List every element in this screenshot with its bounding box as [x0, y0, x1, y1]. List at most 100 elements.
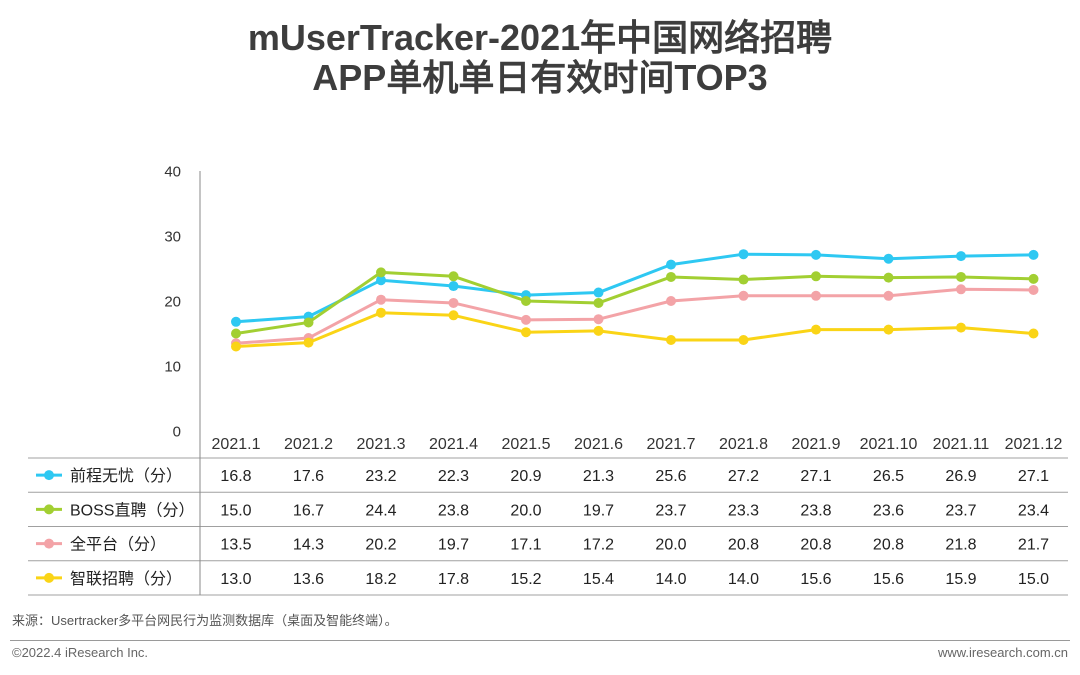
data-point	[448, 271, 459, 282]
x-category-label: 2021.5	[502, 436, 551, 453]
y-tick-label: 10	[164, 359, 181, 376]
data-point	[593, 287, 604, 298]
data-point	[666, 259, 676, 270]
data-point	[231, 341, 241, 352]
table-value-cell: 23.3	[728, 502, 759, 519]
table-value-cell: 17.2	[583, 537, 614, 554]
table-value-cell: 24.4	[365, 502, 396, 519]
series-4	[231, 307, 1039, 352]
table-value-cell: 27.1	[800, 468, 831, 485]
series-1	[231, 249, 1039, 327]
data-point	[956, 322, 966, 333]
data-point	[883, 290, 894, 301]
table-row: 前程无忧（分） 16.8 17.6 23.2 22.3 20.9 21.3 25.6 27.2 2…	[36, 467, 1049, 485]
series-line	[234, 252, 1035, 324]
table-value-cell: 14.0	[655, 571, 686, 588]
data-point	[593, 325, 604, 336]
x-axis-categories: 2021.1 2021.2 2021.3 2021.4 2021.5 2021.6 2021…	[212, 436, 1063, 453]
y-tick-label: 0	[173, 424, 181, 441]
data-point	[666, 296, 676, 306]
data-point	[956, 271, 966, 282]
table-value-cell: 15.6	[873, 571, 904, 588]
table-value-cell: 20.0	[510, 502, 541, 519]
data-point	[376, 267, 386, 278]
data-point	[883, 324, 894, 335]
table-value-cell: 25.6	[655, 468, 686, 485]
table-value-cell: 26.5	[873, 468, 904, 485]
legend-label: 智联招聘（分）	[70, 570, 182, 588]
data-point	[376, 275, 386, 286]
chart-title-line-1: mUserTracker-2021年中国网络招聘	[247, 17, 833, 58]
table-value-cell: 23.8	[800, 502, 831, 519]
x-category-label: 2021.12	[1005, 436, 1063, 453]
data-point	[811, 290, 821, 301]
table-value-cell: 15.4	[583, 571, 614, 588]
data-point	[666, 335, 676, 345]
table-value-cell: 17.1	[510, 537, 541, 554]
data-point	[593, 314, 604, 325]
legend-marker-dot	[44, 572, 54, 583]
table-value-cell: 20.8	[728, 537, 759, 554]
data-point	[956, 284, 966, 295]
table-value-cell: 19.7	[438, 537, 469, 554]
data-point	[521, 314, 531, 325]
table-value-cell: 23.6	[873, 502, 904, 519]
table-value-cell: 15.6	[800, 571, 831, 588]
table-value-cell: 17.8	[438, 571, 469, 588]
data-point	[666, 271, 676, 282]
data-point	[738, 249, 749, 260]
data-point	[448, 297, 459, 308]
data-point	[883, 272, 894, 283]
data-point	[738, 290, 749, 301]
table-row: BOSS直聘（分） 15.0 16.7 24.4 23.8 20.0 19.7 23.7 23.…	[36, 501, 1049, 519]
table-value-cell: 21.3	[583, 468, 614, 485]
data-point	[521, 327, 531, 338]
copyright-text: ©2022.4 iResearch Inc.	[12, 645, 149, 660]
data-point	[303, 337, 314, 348]
table-value-cell: 15.2	[510, 571, 541, 588]
data-point	[231, 328, 241, 339]
x-category-label: 2021.1	[212, 436, 261, 453]
legend-label: 全平台（分）	[70, 536, 166, 554]
data-point	[1028, 284, 1039, 295]
table-value-cell: 14.0	[728, 571, 759, 588]
series-2	[231, 267, 1039, 339]
data-point	[1028, 249, 1039, 260]
table-value-cell: 16.7	[293, 502, 324, 519]
data-point	[811, 249, 821, 260]
x-category-label: 2021.2	[284, 436, 333, 453]
data-table-grid	[28, 457, 1068, 596]
table-value-cell: 20.2	[365, 537, 396, 554]
x-category-label: 2021.8	[719, 436, 768, 453]
data-point	[231, 316, 241, 327]
legend-marker-dot	[44, 504, 54, 515]
data-point	[883, 253, 894, 264]
legend-marker-dot	[44, 470, 54, 481]
data-point	[448, 281, 459, 292]
table-value-cell: 15.0	[1018, 571, 1049, 588]
series-line	[234, 287, 1035, 345]
y-tick-label: 20	[164, 294, 181, 311]
data-point	[521, 296, 531, 306]
data-point	[811, 271, 821, 282]
table-value-cell: 27.2	[728, 468, 759, 485]
data-point	[593, 297, 604, 308]
table-value-cell: 20.8	[873, 537, 904, 554]
table-value-cell: 20.9	[510, 468, 541, 485]
table-value-cell: 20.0	[655, 537, 686, 554]
table-value-cell: 21.7	[1018, 537, 1049, 554]
table-value-cell: 15.0	[220, 502, 251, 519]
table-value-cell: 13.0	[220, 571, 251, 588]
website-link[interactable]: www.iresearch.com.cn	[937, 645, 1068, 660]
y-tick-label: 30	[164, 229, 181, 246]
table-value-cell: 21.8	[945, 537, 976, 554]
table-value-cell: 18.2	[365, 571, 396, 588]
table-value-cell: 20.8	[800, 537, 831, 554]
legend-label: 前程无忧（分）	[70, 467, 182, 485]
table-value-cell: 15.9	[945, 571, 976, 588]
y-tick-label: 40	[164, 164, 181, 181]
x-category-label: 2021.4	[429, 436, 478, 453]
table-value-cell: 22.3	[438, 468, 469, 485]
data-point	[1028, 328, 1039, 339]
data-point	[811, 324, 821, 335]
